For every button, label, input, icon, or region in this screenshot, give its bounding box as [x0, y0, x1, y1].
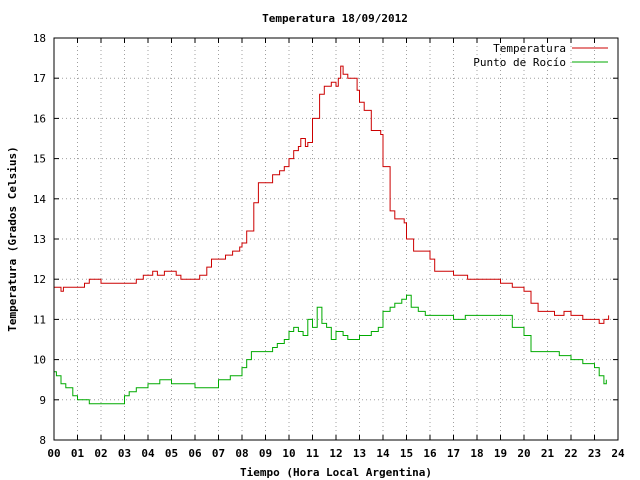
- x-tick-label: 24: [611, 447, 625, 460]
- x-tick-label: 07: [212, 447, 225, 460]
- x-tick-label: 20: [517, 447, 530, 460]
- x-tick-label: 06: [188, 447, 202, 460]
- x-tick-label: 04: [141, 447, 155, 460]
- tick-layer: 00 01 02 03 04 05 06 07 08 09 10 11 12 13 14 15 16 17 18 19…: [33, 32, 625, 460]
- x-tick-label: 08: [235, 447, 248, 460]
- x-tick-label: 02: [94, 447, 107, 460]
- chart-title: Temperatura 18/09/2012: [262, 12, 408, 25]
- grid-layer: [54, 38, 618, 440]
- y-tick-label: 13: [33, 233, 46, 246]
- series-line-temperatura: [54, 65, 610, 324]
- y-tick-label: 14: [33, 193, 47, 206]
- y-tick-label: 15: [33, 153, 46, 166]
- y-tick-label: 17: [33, 72, 46, 85]
- x-tick-label: 00: [47, 447, 60, 460]
- series-layer: [54, 65, 610, 405]
- y-axis-label: Temperatura (Grados Celsius): [6, 146, 19, 331]
- x-tick-label: 10: [282, 447, 295, 460]
- x-axis-label: Tiempo (Hora Local Argentina): [240, 466, 432, 479]
- legend-label-temperatura: Temperatura: [493, 42, 566, 55]
- x-tick-label: 15: [400, 447, 413, 460]
- x-tick-label: 11: [306, 447, 320, 460]
- x-tick-label: 05: [165, 447, 178, 460]
- x-tick-label: 18: [470, 447, 483, 460]
- x-tick-label: 23: [588, 447, 601, 460]
- x-tick-label: 09: [259, 447, 272, 460]
- x-tick-label: 19: [494, 447, 507, 460]
- x-tick-label: 13: [353, 447, 366, 460]
- x-tick-label: 17: [447, 447, 460, 460]
- x-tick-label: 14: [376, 447, 390, 460]
- y-tick-label: 16: [33, 112, 46, 125]
- x-tick-label: 16: [423, 447, 437, 460]
- y-tick-label: 18: [33, 32, 46, 45]
- y-tick-label: 9: [39, 394, 46, 407]
- x-tick-label: 21: [541, 447, 555, 460]
- legend: Temperatura Punto de Rocío: [473, 42, 608, 69]
- y-tick-label: 12: [33, 273, 46, 286]
- y-tick-label: 8: [39, 434, 46, 447]
- x-tick-label: 12: [329, 447, 342, 460]
- x-tick-label: 03: [118, 447, 131, 460]
- series-line-punto-de-rocio: [54, 294, 607, 405]
- legend-label-punto-de-rocio: Punto de Rocío: [473, 56, 566, 69]
- y-tick-label: 11: [33, 313, 46, 326]
- y-tick-label: 10: [33, 354, 46, 367]
- x-tick-label: 22: [564, 447, 577, 460]
- x-tick-label: 01: [71, 447, 85, 460]
